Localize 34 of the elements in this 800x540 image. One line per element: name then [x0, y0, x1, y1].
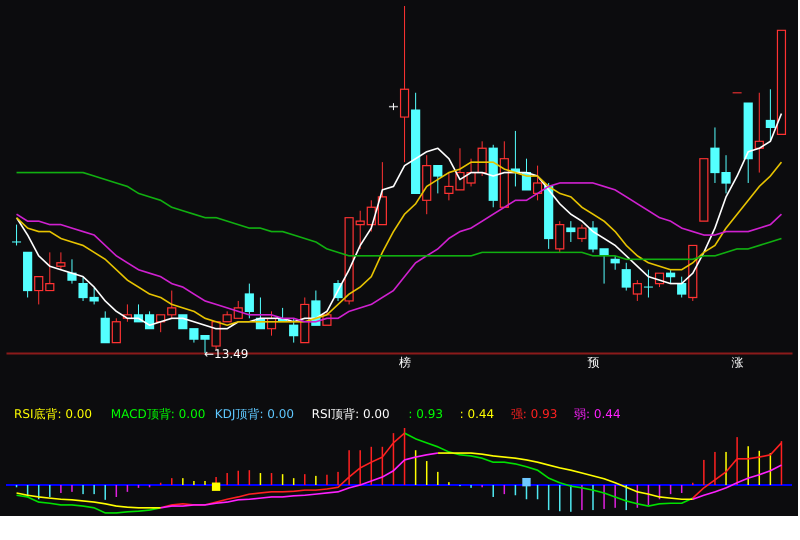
- text: 强: 0.93: [510, 407, 558, 421]
- text: : 0.93: [408, 407, 443, 421]
- candlestick: [433, 165, 442, 194]
- text: RSI底背: 0.00: [14, 407, 92, 421]
- x-tick-label: 涨: [732, 356, 744, 370]
- candlestick: [622, 262, 631, 292]
- candlestick: [112, 318, 121, 344]
- candlestick: [577, 224, 587, 242]
- candlestick: [244, 283, 254, 319]
- annotation: ←13.49: [204, 347, 248, 361]
- candlestick: [566, 220, 576, 242]
- text: : 0.44: [460, 407, 494, 421]
- candlestick: [444, 172, 454, 201]
- text: 弱: 0.44: [574, 407, 621, 421]
- candlestick: [754, 92, 764, 174]
- text: MACD顶背: 0.00: [110, 407, 206, 421]
- candlestick: [644, 269, 653, 298]
- candlestick: [56, 252, 66, 270]
- candlestick: [12, 224, 22, 246]
- candlestick: [189, 328, 199, 344]
- text: RSI顶背: 0.00: [312, 407, 390, 421]
- x-tick-label: 预: [588, 356, 600, 370]
- x-tick-label: 榜: [399, 356, 412, 370]
- candlestick: [90, 286, 99, 305]
- candlestick: [289, 318, 298, 344]
- text: KDJ顶背: 0.00: [214, 407, 294, 421]
- candlestick: [632, 280, 642, 302]
- candlestick: [78, 276, 88, 302]
- candlestick: [677, 276, 686, 298]
- candlestick: [588, 220, 598, 253]
- candlestick: [610, 255, 620, 270]
- candlestick: [721, 154, 731, 194]
- candlestick: [666, 269, 676, 284]
- candlestick: [766, 88, 775, 142]
